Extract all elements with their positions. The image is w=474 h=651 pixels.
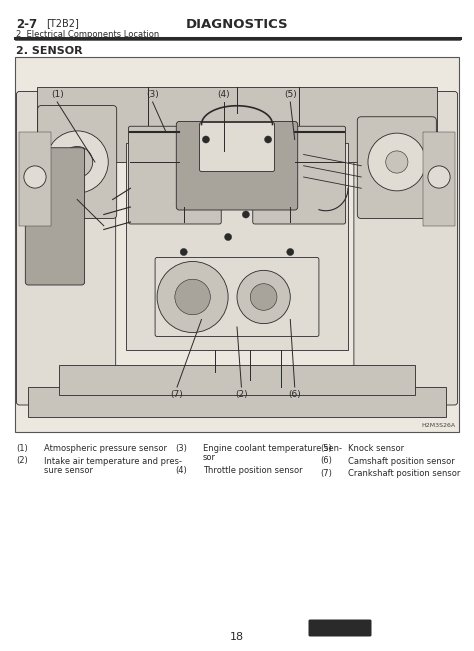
Text: (2): (2) <box>16 456 28 465</box>
Circle shape <box>368 133 426 191</box>
Circle shape <box>62 146 93 178</box>
Text: AIRBAG: AIRBAG <box>325 22 355 28</box>
FancyBboxPatch shape <box>309 620 372 637</box>
Text: sor: sor <box>203 454 216 462</box>
Text: [T2B2]: [T2B2] <box>46 18 79 28</box>
Circle shape <box>428 166 450 188</box>
Text: (5): (5) <box>320 444 332 453</box>
FancyBboxPatch shape <box>128 126 221 224</box>
Circle shape <box>250 284 277 311</box>
Text: H2M3S26A: H2M3S26A <box>422 423 456 428</box>
Text: 2-7: 2-7 <box>16 18 37 31</box>
FancyBboxPatch shape <box>253 126 346 224</box>
FancyBboxPatch shape <box>200 122 274 171</box>
FancyBboxPatch shape <box>25 148 84 285</box>
Text: (5): (5) <box>284 90 297 99</box>
Text: (4): (4) <box>218 90 230 99</box>
Circle shape <box>46 131 108 193</box>
FancyBboxPatch shape <box>155 258 319 337</box>
Text: Crankshaft position sensor: Crankshaft position sensor <box>348 469 460 478</box>
Text: Throttle position sensor: Throttle position sensor <box>203 466 302 475</box>
Bar <box>19 132 51 226</box>
Text: 2  Electrical Components Location: 2 Electrical Components Location <box>16 30 159 39</box>
Text: (6): (6) <box>288 390 301 399</box>
Text: (1): (1) <box>16 444 28 453</box>
Text: 2. SENSOR: 2. SENSOR <box>16 46 82 56</box>
Circle shape <box>237 270 290 324</box>
Bar <box>28 387 446 417</box>
Bar <box>37 87 437 162</box>
Text: sure sensor: sure sensor <box>44 466 93 475</box>
Text: Camshaft position sensor: Camshaft position sensor <box>348 456 455 465</box>
FancyBboxPatch shape <box>17 92 116 405</box>
Circle shape <box>24 166 46 188</box>
Circle shape <box>287 249 294 256</box>
Text: Atmospheric pressure sensor: Atmospheric pressure sensor <box>44 444 167 453</box>
Text: (2): (2) <box>235 390 248 399</box>
Text: (7): (7) <box>320 469 332 478</box>
Circle shape <box>264 136 272 143</box>
FancyBboxPatch shape <box>357 117 437 219</box>
Bar <box>59 365 415 395</box>
FancyBboxPatch shape <box>37 105 117 219</box>
FancyBboxPatch shape <box>354 92 457 405</box>
Circle shape <box>242 211 249 218</box>
Bar <box>126 143 348 350</box>
Circle shape <box>202 136 210 143</box>
Text: (6): (6) <box>320 456 332 465</box>
Circle shape <box>180 249 187 256</box>
Text: (1): (1) <box>51 90 64 99</box>
Text: 18: 18 <box>230 632 244 642</box>
Text: Engine coolant temperature sen-: Engine coolant temperature sen- <box>203 444 342 453</box>
Circle shape <box>175 279 210 315</box>
Text: (3): (3) <box>146 90 159 99</box>
Text: Intake air temperature and pres-: Intake air temperature and pres- <box>44 456 182 465</box>
Text: (3): (3) <box>175 444 187 453</box>
Text: Knock sensor: Knock sensor <box>348 444 404 453</box>
Circle shape <box>157 262 228 333</box>
Circle shape <box>225 234 232 241</box>
Text: DIAGNOSTICS: DIAGNOSTICS <box>186 18 288 31</box>
Text: (7): (7) <box>171 390 183 399</box>
Text: (4): (4) <box>175 466 187 475</box>
Bar <box>423 132 455 226</box>
Circle shape <box>386 151 408 173</box>
Bar <box>15 57 459 432</box>
FancyBboxPatch shape <box>176 122 298 210</box>
